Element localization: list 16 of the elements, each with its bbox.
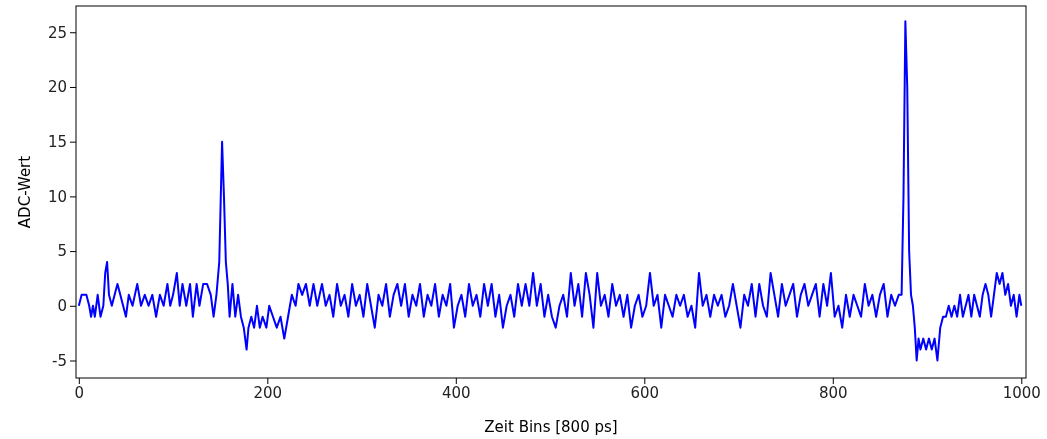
x-tick-label: 1000: [1002, 383, 1041, 402]
y-tick-label: 10: [47, 187, 67, 206]
x-tick-label: 800: [818, 383, 848, 402]
y-tick-label: 20: [47, 78, 67, 97]
y-tick-label: 0: [57, 297, 67, 316]
y-axis-title: ADC-Wert: [16, 155, 34, 229]
x-tick-label: 600: [630, 383, 660, 402]
y-tick-label: 15: [47, 132, 67, 151]
x-tick-label: 0: [74, 383, 85, 402]
y-tick-label: -5: [52, 351, 67, 370]
x-tick-label: 400: [441, 383, 471, 402]
x-axis-title: Zeit Bins [800 ps]: [484, 418, 618, 436]
line-series: [77, 20, 1023, 362]
y-tick-label: 5: [57, 242, 67, 261]
y-tick-label: 25: [47, 23, 67, 42]
x-tick-label: 200: [253, 383, 283, 402]
